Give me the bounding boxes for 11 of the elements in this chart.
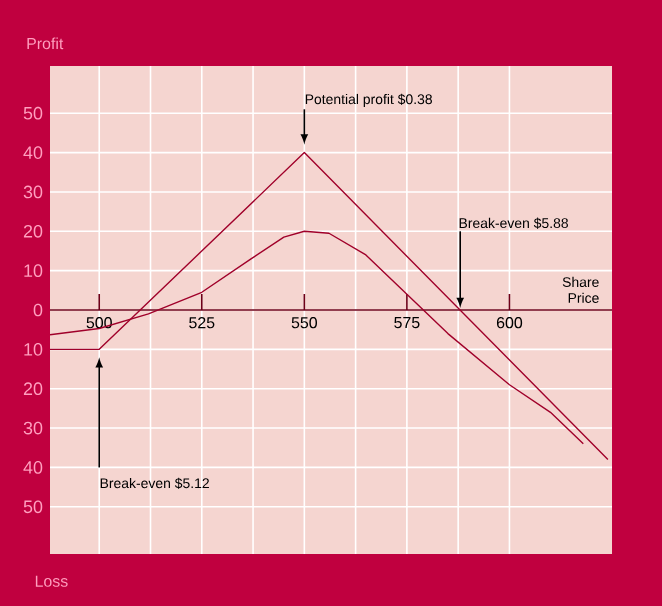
y-tick-label: 30 [23,421,43,435]
y-tick-label: 10 [24,343,43,356]
y-tick-label: 30 [23,185,43,199]
y-tick-label: 20 [23,382,43,396]
y-tick-label: 10 [24,264,43,278]
y-tick-label: 0 [33,303,43,317]
y-tick-label: 50 [23,106,43,120]
y-tick-label: 20 [23,224,43,238]
y-tick-label: 40 [23,461,43,474]
y-tick-label: 50 [23,500,43,514]
y-tick-label: 40 [23,146,43,159]
